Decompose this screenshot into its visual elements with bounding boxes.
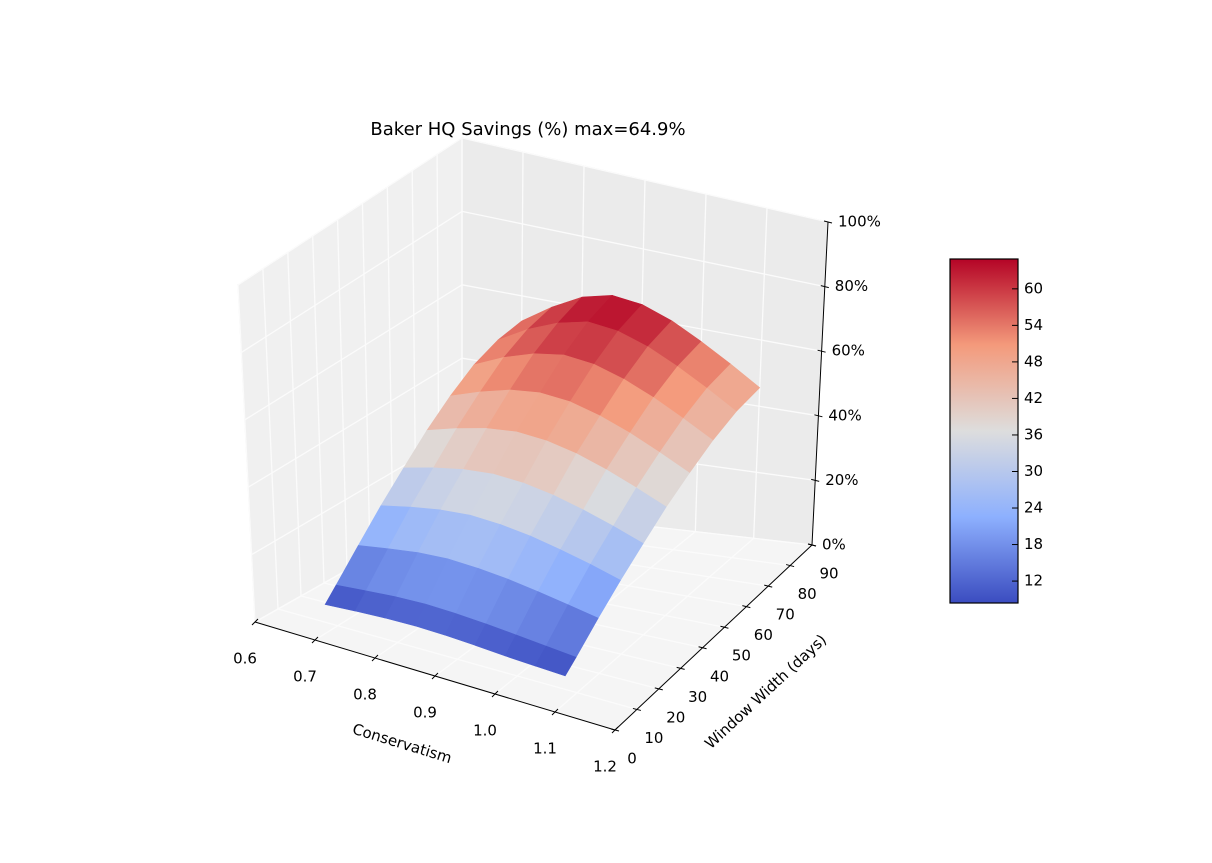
x-tick-label: 0.9 — [413, 704, 437, 722]
x-tick-label: 0.6 — [233, 650, 257, 668]
z-grid-line — [244, 284, 463, 421]
axes: 0.6 0.7 0.8 0.9 1.0 1.1 1.2 0 102030405060708090… — [233, 213, 881, 776]
x-tick-label: 1.2 — [593, 758, 617, 776]
x-tick-label: 0.8 — [353, 686, 377, 704]
y-grid-line — [237, 284, 256, 623]
x-tick-label: 1.1 — [533, 740, 557, 758]
z-tick-label: 80% — [835, 277, 868, 295]
y-tick-label: 30 — [688, 688, 707, 706]
x-grid-line — [753, 207, 768, 539]
colorbar-tick-label: 24 — [1024, 499, 1043, 517]
y-tick-label: 40 — [710, 667, 729, 685]
y-tick-label: 80 — [798, 585, 817, 603]
y-grid-line — [336, 219, 348, 571]
y-tick-label: 50 — [732, 647, 751, 665]
y-tick-label: 70 — [776, 606, 795, 624]
x-grid-line — [554, 537, 755, 713]
y-grid-line — [277, 608, 638, 711]
axis-line — [254, 621, 616, 731]
y-axis-label: Window Width (days) — [701, 631, 830, 753]
z-grid-line — [241, 210, 463, 353]
y-tick-label: 20 — [666, 708, 685, 726]
colorbar-tick-label: 54 — [1024, 316, 1043, 334]
z-grid-line — [461, 137, 829, 223]
colorbar-tick-label: 12 — [1024, 572, 1043, 590]
chart-title: Baker HQ Savings (%) max=64.9% — [370, 119, 685, 140]
surface — [324, 295, 761, 677]
y-tick-label: 10 — [644, 729, 663, 747]
colorbar-tick-label: 60 — [1024, 279, 1043, 297]
colorbar-tick-label: 18 — [1024, 535, 1043, 553]
z-tick-label: 20% — [825, 471, 858, 489]
y-grid-line — [262, 268, 279, 610]
y-grid-line — [312, 235, 325, 584]
colorbar-tick-label: 48 — [1024, 352, 1043, 370]
z-grid-line — [461, 210, 825, 288]
axis-line — [614, 544, 813, 731]
z-tick-label: 40% — [828, 406, 861, 424]
z-grid-line — [247, 357, 463, 488]
x-axis-label: Conservatism — [350, 720, 454, 767]
z-grid-line — [237, 137, 463, 286]
z-tick-label: 60% — [832, 342, 865, 360]
y-grid-line — [386, 186, 394, 545]
y-tick-label: 0 — [627, 750, 637, 768]
axis-line — [811, 221, 829, 546]
y-tick-label: 60 — [754, 626, 773, 644]
x-tick-label: 1.0 — [473, 722, 497, 740]
y-grid-line — [361, 203, 371, 558]
y-grid-line — [287, 252, 302, 597]
colorbar: 12 18 24 30 36 42 48 54 60 — [949, 258, 1043, 604]
z-tick-label: 0% — [822, 536, 846, 554]
surface-patch — [534, 645, 577, 677]
y-tick-label: 90 — [819, 565, 838, 583]
colorbar-tick-label: 42 — [1024, 389, 1043, 407]
z-tick-label: 100% — [838, 213, 881, 231]
colorbar-body — [949, 258, 1019, 604]
x-tick-label: 0.7 — [293, 668, 317, 686]
colorbar-tick-label: 30 — [1024, 462, 1043, 480]
colorbar-tick-label: 36 — [1024, 425, 1043, 443]
